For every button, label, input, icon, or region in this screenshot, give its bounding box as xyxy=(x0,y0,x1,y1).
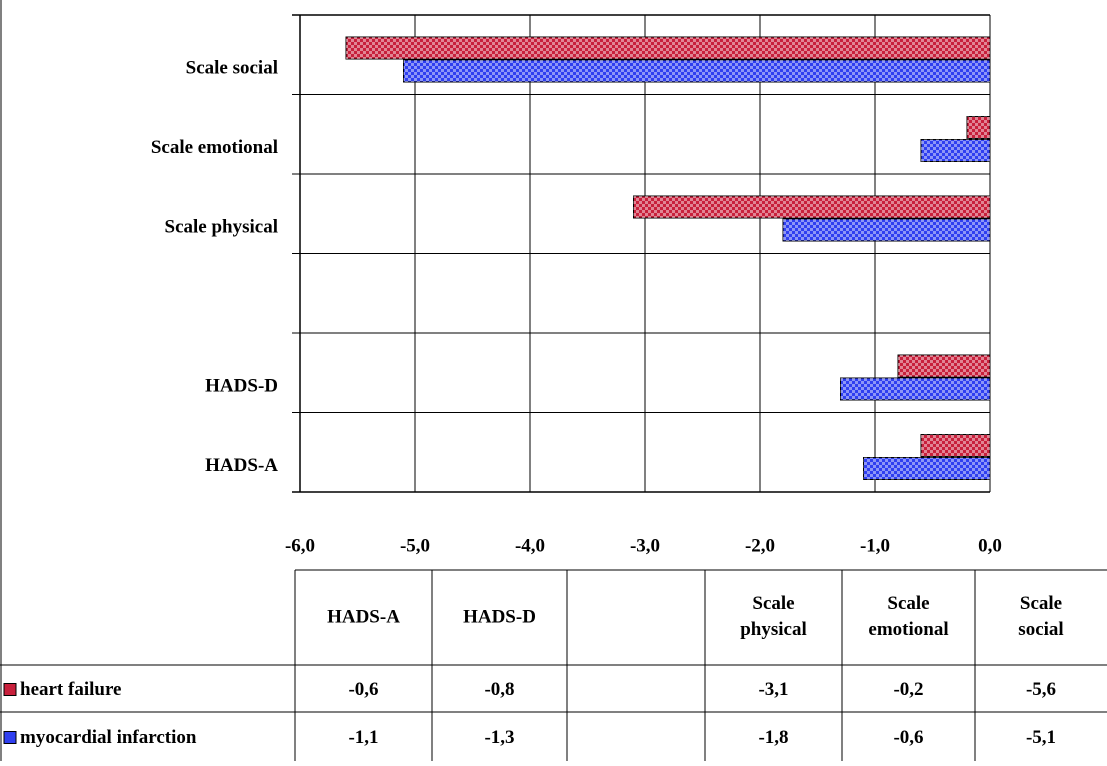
table-cell: -3,1 xyxy=(758,679,788,700)
legend-swatch xyxy=(3,731,17,744)
table-cell: -1,1 xyxy=(348,727,378,748)
bar xyxy=(782,218,991,242)
bar xyxy=(403,59,991,83)
table-cell: -5,6 xyxy=(1026,679,1056,700)
legend-label: myocardial infarction xyxy=(20,727,197,748)
table-header: Scale social xyxy=(1018,593,1063,640)
x-tick-label: -4,0 xyxy=(515,535,545,556)
bar xyxy=(345,36,991,60)
bar xyxy=(633,195,991,219)
legend-swatch xyxy=(3,683,17,696)
bar xyxy=(920,434,991,457)
table-cell: -0,2 xyxy=(893,679,923,700)
x-tick-label: 0,0 xyxy=(978,535,1002,556)
bar xyxy=(863,457,991,480)
x-tick-label: -3,0 xyxy=(630,535,660,556)
table-header: HADS-A xyxy=(327,606,400,627)
table-header: Scale emotional xyxy=(868,593,948,640)
table-cell: -0,6 xyxy=(348,679,378,700)
x-tick-label: -1,0 xyxy=(860,535,890,556)
y-tick-label: Scale social xyxy=(186,57,278,78)
bar xyxy=(920,139,991,162)
table-cell: -1,8 xyxy=(758,727,788,748)
table-cell: -0,8 xyxy=(484,679,514,700)
table-cell: -5,1 xyxy=(1026,727,1056,748)
bar xyxy=(966,116,991,139)
bar xyxy=(897,354,991,378)
y-tick-label: Scale emotional xyxy=(151,137,278,158)
table-cell: -1,3 xyxy=(484,727,514,748)
table-header: Scale physical xyxy=(740,593,807,640)
x-tick-label: -2,0 xyxy=(745,535,775,556)
y-tick-label: HADS-D xyxy=(205,375,278,396)
bar xyxy=(840,377,991,401)
y-tick-label: Scale physical xyxy=(165,216,278,237)
table-cell: -0,6 xyxy=(893,727,923,748)
x-tick-label: -6,0 xyxy=(285,535,315,556)
table-header: HADS-D xyxy=(463,606,536,627)
x-tick-label: -5,0 xyxy=(400,535,430,556)
legend-label: heart failure xyxy=(20,679,122,700)
y-tick-label: HADS-A xyxy=(205,455,278,476)
